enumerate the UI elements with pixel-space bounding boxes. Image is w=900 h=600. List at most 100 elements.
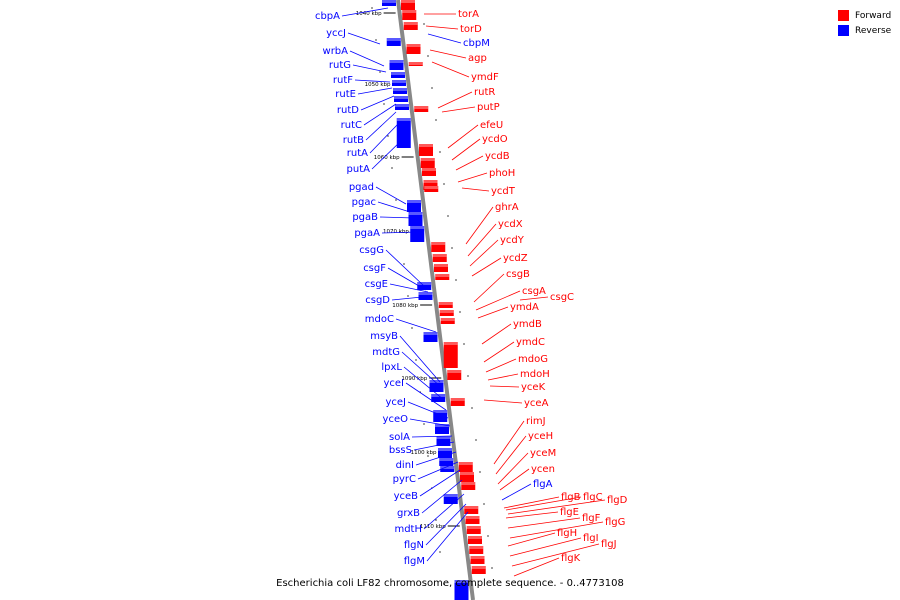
- forward-gene-block: [438, 302, 453, 308]
- reverse-gene-label-leader: [427, 33, 462, 44]
- reverse-gene-block: [443, 494, 458, 504]
- reverse-gene-block: [438, 448, 452, 458]
- reverse-gene-label-leader: [421, 479, 463, 514]
- forward-gene-block: [460, 472, 474, 482]
- forward-gene-label-leader: [457, 172, 488, 183]
- reverse-gene-block-highlight: [407, 200, 421, 203]
- reverse-gene-block: [435, 424, 449, 434]
- reverse-gene-label: cbpA: [315, 11, 340, 22]
- forward-gene-label-leader: [509, 521, 604, 539]
- forward-gene-label-leader: [467, 223, 497, 257]
- forward-gene-label: torA: [458, 9, 479, 20]
- forward-gene-label-leader: [477, 306, 509, 319]
- reverse-gene-label: rutF: [333, 75, 353, 86]
- forward-gene-label: yceH: [528, 431, 553, 442]
- reverse-gene-label: csgD: [365, 295, 390, 306]
- reverse-gene-label-leader: [407, 401, 449, 419]
- forward-gene-label-leader: [475, 290, 521, 311]
- reverse-gene-label: grxB: [397, 508, 420, 519]
- forward-gene-block-highlight: [464, 506, 479, 509]
- reverse-gene-label-leader: [377, 201, 411, 213]
- forward-gene-block-highlight: [465, 516, 480, 519]
- forward-gene-block: [471, 566, 486, 574]
- reverse-gene-label-leader: [389, 283, 429, 293]
- forward-gene-label-leader: [505, 511, 559, 519]
- forward-gene-label-leader: [481, 323, 512, 345]
- reverse-gene-block: [423, 332, 438, 342]
- forward-gene-label: flgF: [582, 513, 601, 524]
- forward-gene-label: csgB: [506, 269, 530, 280]
- reverse-gene-label: wrbA: [323, 46, 349, 57]
- reverse-gene-label-leader: [360, 95, 395, 111]
- reverse-gene-block-highlight: [395, 104, 409, 107]
- scale-label: 1050 kbp: [365, 82, 391, 88]
- reverse-gene-label: yceO: [383, 414, 409, 425]
- forward-gene-label-leader: [499, 468, 530, 491]
- forward-gene-label: efeU: [480, 120, 503, 131]
- forward-gene-block: [447, 370, 462, 380]
- forward-gene-label-leader: [507, 499, 606, 515]
- forward-gene-label-leader: [471, 257, 502, 277]
- reverse-gene-label: rutA: [347, 148, 368, 159]
- forward-gene-block: [443, 342, 458, 368]
- caption: Escherichia coli LF82 chromosome, comple…: [276, 578, 624, 589]
- reverse-gene-block-highlight: [440, 466, 455, 469]
- forward-gene-label-leader: [507, 517, 581, 529]
- forward-gene-block-highlight: [414, 106, 429, 109]
- reverse-gene-label: csgE: [365, 279, 388, 290]
- reverse-gene-block-highlight: [454, 580, 469, 583]
- forward-gene-label: ycdO: [482, 134, 508, 145]
- chromosome-backbone: [396, 0, 475, 600]
- reverse-gene-label-leader: [391, 295, 433, 301]
- reverse-gene-block: [394, 96, 408, 102]
- reverse-gene-label-leader: [375, 186, 407, 205]
- forward-gene-block-highlight: [466, 526, 481, 529]
- forward-gene-label: ghrA: [495, 202, 519, 213]
- forward-gene-block: [465, 516, 480, 524]
- forward-gene-label: flgJ: [601, 539, 617, 550]
- reverse-gene-label-leader: [381, 231, 419, 234]
- forward-gene-label: flgC: [583, 492, 603, 503]
- forward-gene-label-leader: [495, 435, 527, 475]
- reverse-gene-block: [395, 104, 409, 110]
- forward-gene-block-highlight: [406, 44, 421, 47]
- forward-gene-label: flgE: [560, 507, 579, 518]
- forward-gene-label: ycdX: [498, 219, 523, 230]
- forward-gene-label-leader: [465, 206, 494, 245]
- forward-gene-label-leader: [485, 358, 517, 373]
- reverse-gene-block-highlight: [393, 88, 407, 91]
- reverse-gene-block-highlight: [392, 80, 406, 83]
- forward-gene-block: [469, 546, 484, 554]
- reverse-gene-block-highlight: [435, 424, 449, 427]
- reverse-gene-label-leader: [357, 87, 393, 95]
- forward-gene-block: [461, 482, 476, 490]
- scale-label: 1100 kbp: [411, 450, 437, 456]
- forward-gene-label-leader: [487, 373, 519, 381]
- forward-gene-label-leader: [431, 61, 470, 78]
- forward-gene-label-leader: [473, 273, 505, 303]
- reverse-gene-label: putA: [347, 164, 371, 175]
- reverse-gene-label: flgA: [533, 479, 553, 490]
- forward-gene-label-leader: [483, 399, 523, 404]
- forward-gene-block-highlight: [470, 556, 485, 559]
- reverse-gene-label: yceB: [394, 491, 419, 502]
- legend-reverse: Reverse: [838, 23, 891, 38]
- reverse-gene-label: rutD: [337, 105, 359, 116]
- reverse-gene-label-leader: [403, 366, 445, 401]
- reverse-gene-block-highlight: [436, 436, 451, 439]
- reverse-gene-label-leader: [387, 267, 427, 291]
- forward-gene-label: flgH: [557, 528, 577, 539]
- forward-gene-label: torD: [460, 24, 482, 35]
- reverse-gene-label: solA: [389, 432, 410, 443]
- reverse-gene-label-leader: [417, 461, 459, 480]
- reverse-gene-label-leader: [425, 503, 467, 546]
- reverse-gene-label-leader: [413, 441, 455, 451]
- reverse-gene-label-leader: [347, 32, 381, 45]
- reverse-gene-block: [410, 226, 425, 242]
- reverse-gene-block-highlight: [408, 212, 423, 215]
- reverse-gene-block: [440, 466, 455, 472]
- reverse-gene-block: [396, 118, 411, 148]
- forward-gene-block: [450, 398, 465, 406]
- reverse-gene-label: lpxL: [381, 362, 402, 373]
- forward-gene-block: [470, 556, 485, 564]
